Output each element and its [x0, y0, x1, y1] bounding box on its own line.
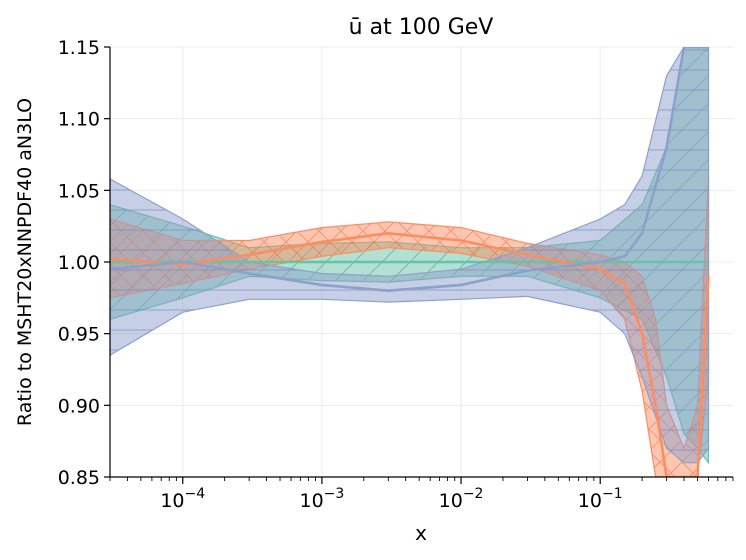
- y-tick-label: 1.00: [58, 252, 100, 274]
- central-line-1: [110, 231, 710, 477]
- band-hatch-2: [110, 47, 710, 464]
- y-tick-label: 0.90: [58, 395, 100, 417]
- uncertainty-bands: [110, 47, 710, 477]
- x-ticks: 10−4 10−3 10−2 10−1: [109, 477, 734, 512]
- y-tick-label: 1.05: [58, 180, 100, 202]
- y-axis-label: Ratio to MSHT20xNNPDF40 aN3LO: [14, 98, 36, 426]
- chart-title: ū at 100 GeV: [349, 15, 494, 40]
- x-tick-label: 10−1: [578, 486, 623, 512]
- central-line-2: [110, 47, 709, 293]
- y-ticks: 0.85 0.90 0.95 1.00 1.05 1.10 1.15: [58, 37, 110, 489]
- x-tick-label: 10−2: [439, 486, 484, 512]
- y-tick-label: 0.85: [58, 467, 100, 489]
- y-tick-label: 1.15: [58, 37, 100, 59]
- central-lines: [110, 47, 710, 477]
- x-axis-label: x: [415, 521, 427, 545]
- y-tick-label: 1.10: [58, 109, 100, 131]
- y-tick-label: 0.95: [58, 324, 100, 346]
- x-tick-label: 10−4: [160, 486, 205, 512]
- x-tick-label: 10−3: [299, 486, 344, 512]
